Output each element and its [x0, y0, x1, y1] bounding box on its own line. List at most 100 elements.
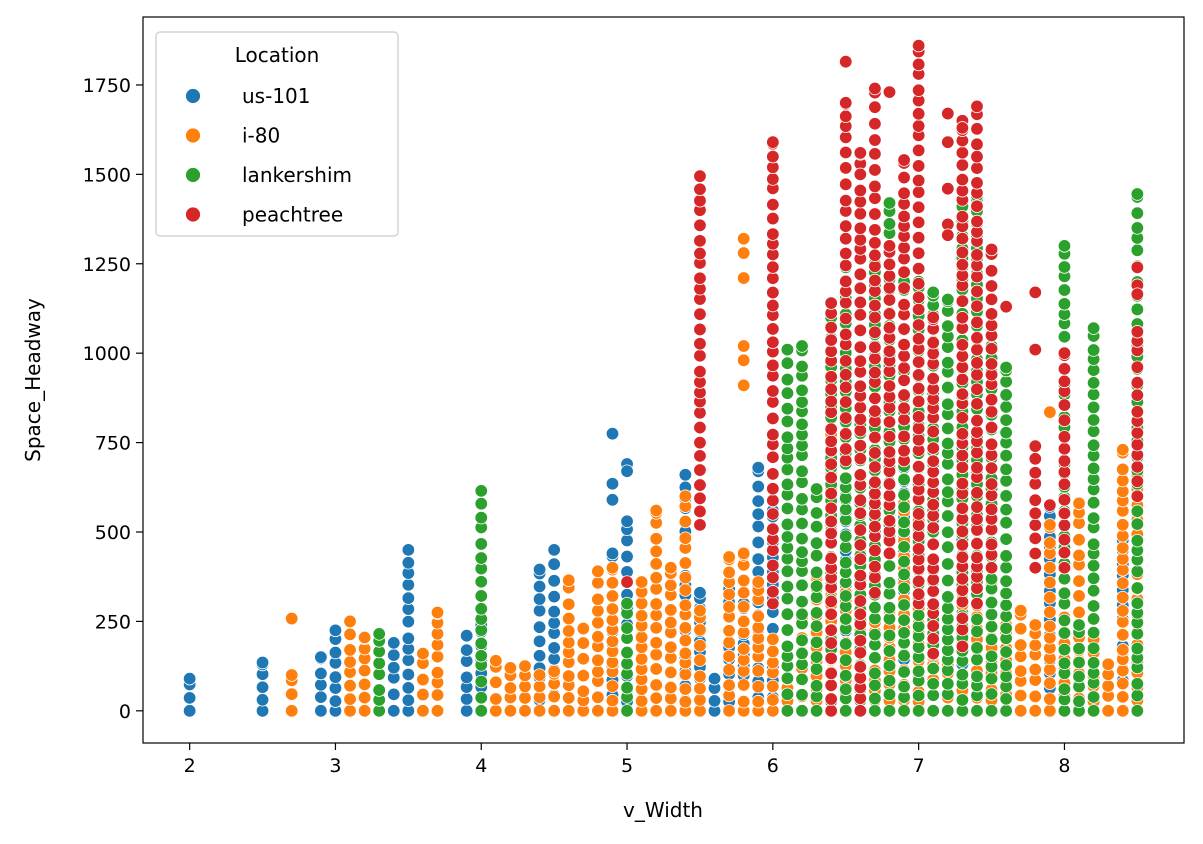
- data-point: [882, 196, 897, 210]
- data-point: [955, 501, 970, 515]
- data-point: [999, 669, 1013, 684]
- data-point: [999, 375, 1013, 389]
- data-point: [955, 338, 970, 352]
- data-point: [795, 417, 809, 432]
- data-point: [780, 441, 795, 456]
- data-point: [839, 612, 853, 626]
- data-point: [897, 373, 911, 388]
- data-point: [693, 586, 707, 600]
- data-point: [868, 651, 882, 665]
- data-point: [591, 690, 605, 704]
- data-point: [459, 670, 474, 685]
- data-point: [824, 651, 838, 666]
- data-point: [970, 342, 984, 357]
- data-point: [853, 379, 868, 394]
- data-point: [955, 245, 970, 260]
- data-point: [984, 704, 999, 718]
- data-point: [882, 429, 897, 444]
- data-point: [357, 704, 372, 718]
- data-point: [547, 604, 561, 619]
- data-point: [474, 510, 488, 525]
- data-point: [795, 594, 809, 609]
- data-point: [430, 688, 445, 702]
- data-point: [1014, 704, 1028, 718]
- data-point: [926, 552, 940, 567]
- data-point: [766, 411, 780, 426]
- data-point: [474, 575, 488, 589]
- data-point: [897, 500, 911, 514]
- legend-entries: us-101 i-80 lankershim peachtree: [185, 84, 352, 227]
- data-point: [751, 552, 765, 566]
- data-point: [1072, 669, 1086, 684]
- data-point: [605, 493, 620, 507]
- data-point: [1043, 536, 1057, 550]
- data-point: [532, 649, 547, 663]
- data-point: [911, 704, 926, 718]
- data-point: [999, 549, 1013, 563]
- data-point: [649, 503, 663, 518]
- data-point: [693, 504, 707, 519]
- data-point: [285, 668, 299, 682]
- data-point: [897, 567, 911, 582]
- data-point: [839, 529, 853, 543]
- data-point: [970, 284, 984, 299]
- data-point: [897, 581, 911, 596]
- data-point: [182, 691, 197, 705]
- data-point: [751, 575, 765, 589]
- ticks-layer: 2 3 4 5 6 7 8 0 250 500 750 1000 1250 1500 1750: [83, 75, 1071, 777]
- data-point: [1116, 590, 1130, 605]
- data-point: [780, 356, 795, 370]
- data-point: [970, 176, 984, 190]
- data-point: [839, 427, 853, 441]
- data-point: [853, 146, 868, 160]
- data-point: [795, 464, 809, 479]
- data-point: [970, 368, 984, 382]
- data-point: [736, 271, 751, 285]
- data-point: [722, 587, 736, 602]
- data-point: [387, 687, 401, 702]
- data-point: [1057, 330, 1072, 344]
- data-point: [1014, 603, 1028, 618]
- data-point: [882, 489, 897, 503]
- data-point: [1057, 413, 1072, 428]
- data-point: [620, 514, 634, 528]
- data-point: [941, 509, 955, 523]
- data-point: [809, 619, 824, 633]
- data-point: [634, 630, 649, 645]
- data-point: [839, 589, 853, 603]
- data-point: [1014, 638, 1028, 652]
- data-point: [678, 570, 693, 585]
- data-point: [926, 688, 940, 702]
- data-point: [255, 655, 270, 670]
- data-point: [459, 643, 474, 657]
- data-point: [1057, 506, 1072, 521]
- data-point: [868, 430, 882, 445]
- data-point: [693, 435, 707, 450]
- data-point: [1130, 460, 1145, 474]
- data-point: [678, 682, 693, 696]
- data-point: [984, 649, 999, 664]
- data-point: [970, 269, 984, 284]
- data-point: [766, 172, 780, 186]
- data-point: [693, 406, 707, 420]
- data-point: [1043, 405, 1057, 419]
- data-point: [926, 572, 940, 587]
- data-point: [882, 546, 897, 561]
- data-point: [795, 359, 809, 374]
- data-point: [897, 388, 911, 402]
- data-point: [751, 664, 765, 678]
- data-point: [999, 489, 1013, 503]
- data-point: [1130, 287, 1145, 301]
- data-point: [1116, 576, 1130, 590]
- data-point: [868, 298, 882, 313]
- y-tick-label: 500: [95, 522, 131, 544]
- data-point: [678, 621, 693, 635]
- data-point: [1101, 679, 1115, 693]
- data-point: [1130, 206, 1145, 220]
- data-point: [839, 130, 853, 145]
- data-point: [591, 604, 605, 618]
- data-point: [941, 590, 955, 604]
- data-point: [664, 561, 678, 575]
- data-point: [649, 532, 663, 546]
- data-point: [824, 382, 838, 396]
